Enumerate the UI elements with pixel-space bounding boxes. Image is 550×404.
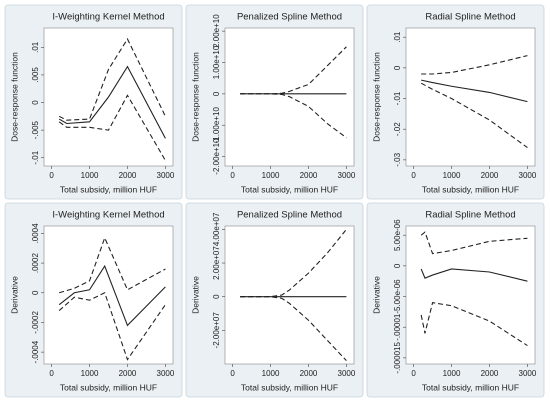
y-tick-label: -.01 [393,91,402,105]
y-axis-label: Dose-response function [190,52,200,142]
x-axis-label: Total subsidy, million HUF [422,184,519,194]
panel: Radial Spline Method Total subsidy, milli… [366,202,545,398]
x-tick-label: 1000 [262,171,280,180]
x-tick-label: 1000 [81,171,99,180]
series-line [420,231,528,255]
y-tick-label: -.000015 [393,342,402,374]
y-tick-label: -.0002 [31,311,40,334]
y-tick-label: .01 [31,41,40,53]
series-line [240,229,347,298]
x-tick-label: 0 [49,171,54,180]
series-line [58,292,166,361]
panel: I-Weighting Kernel Method Total subsidy, … [4,4,183,200]
x-tick-label: 2000 [481,369,499,378]
x-tick-label: 2000 [300,369,318,378]
series-line [58,65,166,139]
y-tick-label: -.00001 [393,313,402,341]
series-line [240,46,347,95]
x-tick-label: 2000 [300,171,318,180]
x-tick-label: 3000 [519,369,537,378]
plot-area [224,225,355,365]
y-tick-label: -.01 [31,150,40,164]
y-axis-label: Derivative [9,276,19,314]
x-tick-label: 0 [49,369,54,378]
x-tick-label: 2000 [119,369,137,378]
y-tick-label: 0 [212,294,221,299]
y-tick-label: 0 [31,290,40,295]
x-axis-label: Total subsidy, million HUF [60,382,157,392]
series-line [421,79,528,103]
panel: Radial Spline Method Total subsidy, milli… [366,4,545,200]
y-axis-label: Dose-response function [371,52,381,142]
y-tick-label: -.005 [31,120,40,139]
y-tick-label: .0002 [31,253,40,274]
y-tick-label: -.03 [393,152,402,166]
x-tick-label: 0 [411,369,416,378]
y-tick-label: 0 [393,65,402,70]
chart-title: Radial Spline Method [425,12,515,23]
y-tick-label: -.0004 [31,340,40,363]
x-tick-label: 0 [411,171,416,180]
y-tick-label: -5.00e-06 [393,279,402,314]
y-tick-label: -2.00e+07 [212,312,221,349]
chart-title: Penalized Spline Method [237,210,342,221]
y-tick-label: 4.00e+07 [212,212,221,246]
chart-title: I-Weighting Kernel Method [52,12,164,23]
plot-area [405,225,536,365]
series-line [420,268,528,282]
y-tick-label: 0 [31,100,40,105]
x-axis-label: Total subsidy, million HUF [60,184,157,194]
x-tick-label: 3000 [519,171,537,180]
chart-title: Radial Spline Method [425,210,515,221]
y-tick-label: -2.00e+10 [212,138,221,175]
x-tick-label: 3000 [338,171,356,180]
x-tick-label: 0 [230,171,235,180]
panel: Penalized Spline Method Total subsidy, mi… [185,4,364,200]
plot-area [43,225,174,365]
series-line [58,94,166,161]
y-tick-label: 2.00e+07 [212,246,221,280]
y-tick-label: 2.00e+10 [212,14,221,48]
y-tick-label: .01 [393,31,402,43]
y-axis-label: Derivative [190,276,200,314]
y-tick-label: -.02 [393,122,402,136]
x-tick-label: 2000 [119,171,137,180]
y-tick-label: 1.00e+10 [212,45,221,79]
x-axis-label: Total subsidy, million HUF [241,184,338,194]
y-axis-label: Derivative [371,276,381,314]
x-tick-label: 1000 [443,369,461,378]
series-line [240,296,347,362]
y-tick-label: 5.00e-06 [393,219,402,251]
y-tick-label: .005 [31,67,40,83]
y-tick-label: .0004 [31,223,40,244]
plot-area [405,27,536,167]
y-tick-label: 0 [212,91,221,96]
x-tick-label: 3000 [338,369,356,378]
panel: Penalized Spline Method Total subsidy, mi… [185,202,364,398]
x-tick-label: 3000 [157,171,175,180]
x-tick-label: 1000 [81,369,99,378]
series-line [420,302,528,347]
x-axis-label: Total subsidy, million HUF [241,382,338,392]
chart-title: Penalized Spline Method [237,12,342,23]
x-tick-label: 2000 [481,171,499,180]
x-tick-label: 1000 [443,171,461,180]
x-tick-label: 3000 [157,369,175,378]
y-tick-label: 0 [393,263,402,268]
series-line [240,93,347,139]
series-line [58,264,166,327]
x-tick-label: 1000 [262,369,280,378]
series-line [420,82,528,149]
series-line [421,55,528,75]
y-tick-label: -1.00e+10 [212,107,221,144]
x-axis-label: Total subsidy, million HUF [422,382,519,392]
panel: I-Weighting Kernel Method Total subsidy, … [4,202,183,398]
series-line [58,37,166,121]
chart-title: I-Weighting Kernel Method [52,210,164,221]
x-tick-label: 0 [230,369,235,378]
y-axis-label: Dose-response function [9,52,19,142]
